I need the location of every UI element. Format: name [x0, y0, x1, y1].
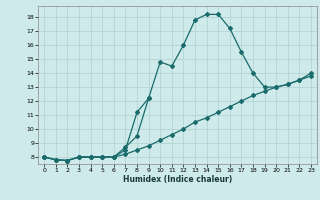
X-axis label: Humidex (Indice chaleur): Humidex (Indice chaleur) [123, 175, 232, 184]
